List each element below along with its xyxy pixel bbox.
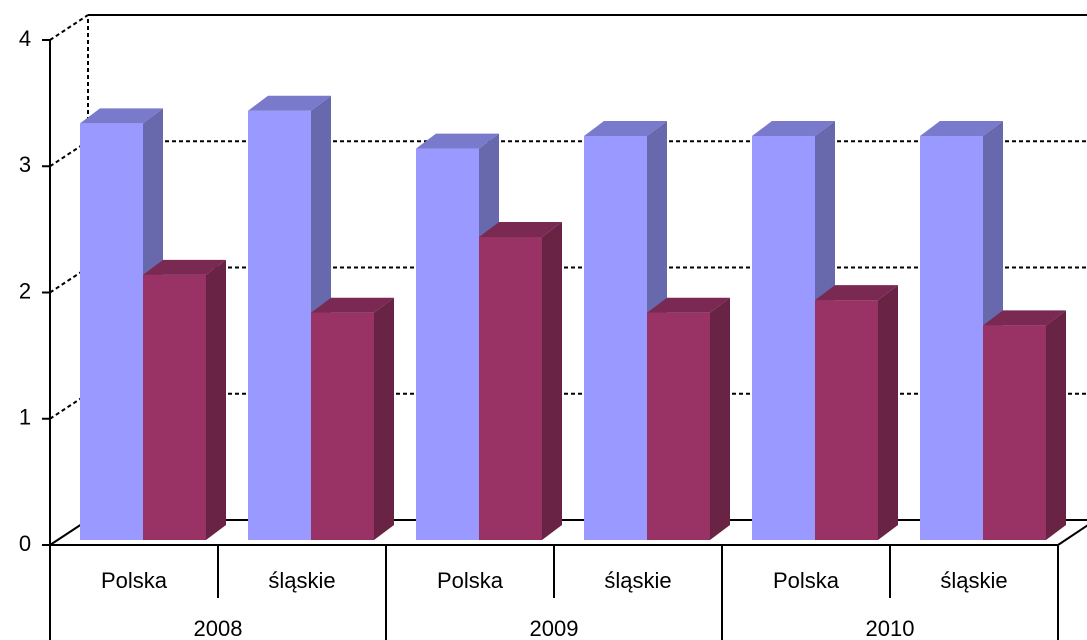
bar-top <box>416 133 499 149</box>
group-label: 2010 <box>866 616 915 640</box>
x-tick-label: śląskie <box>604 568 671 593</box>
bar-side <box>542 222 562 540</box>
bar-front <box>479 237 542 540</box>
bar-top <box>584 121 667 136</box>
bar-top <box>80 108 163 124</box>
bar-side <box>206 259 226 540</box>
bar-side <box>878 285 898 540</box>
bar-front <box>248 110 311 540</box>
bar-top <box>479 222 562 237</box>
bar-top <box>920 121 1003 136</box>
x-tick-label: śląskie <box>268 568 335 593</box>
y-tick-label: 0 <box>19 531 31 556</box>
floor-right <box>1057 524 1087 546</box>
bar-front <box>143 274 206 540</box>
y-tick-label: 2 <box>19 278 31 303</box>
bar-front <box>752 136 815 540</box>
y-tick-label: 1 <box>19 405 31 430</box>
bar-side <box>1046 310 1066 540</box>
x-tick-label: Polska <box>437 568 504 593</box>
bar-front <box>584 136 647 540</box>
bar-top <box>143 259 226 275</box>
bar-front <box>647 312 710 540</box>
bar-front <box>416 148 479 540</box>
group-label: 2009 <box>530 616 579 640</box>
bar-top <box>248 95 331 111</box>
bar-front <box>983 325 1046 540</box>
bar-top <box>815 285 898 301</box>
bar-front <box>815 300 878 540</box>
bar-side <box>710 297 730 540</box>
bar-front <box>311 312 374 540</box>
x-tick-label: Polska <box>773 568 840 593</box>
grid-line-side <box>49 14 89 41</box>
y-tick-label: 3 <box>19 152 31 177</box>
bar-front <box>920 136 983 540</box>
y-tick-label: 4 <box>19 26 31 51</box>
bar-side <box>374 297 394 540</box>
x-tick-label: Polska <box>101 568 168 593</box>
bar-top <box>647 297 730 313</box>
x-tick-label: śląskie <box>940 568 1007 593</box>
group-label: 2008 <box>194 616 243 640</box>
bar-front <box>80 123 143 540</box>
bar-top <box>983 310 1066 326</box>
bar-top <box>752 121 835 136</box>
bar-top <box>311 297 394 313</box>
